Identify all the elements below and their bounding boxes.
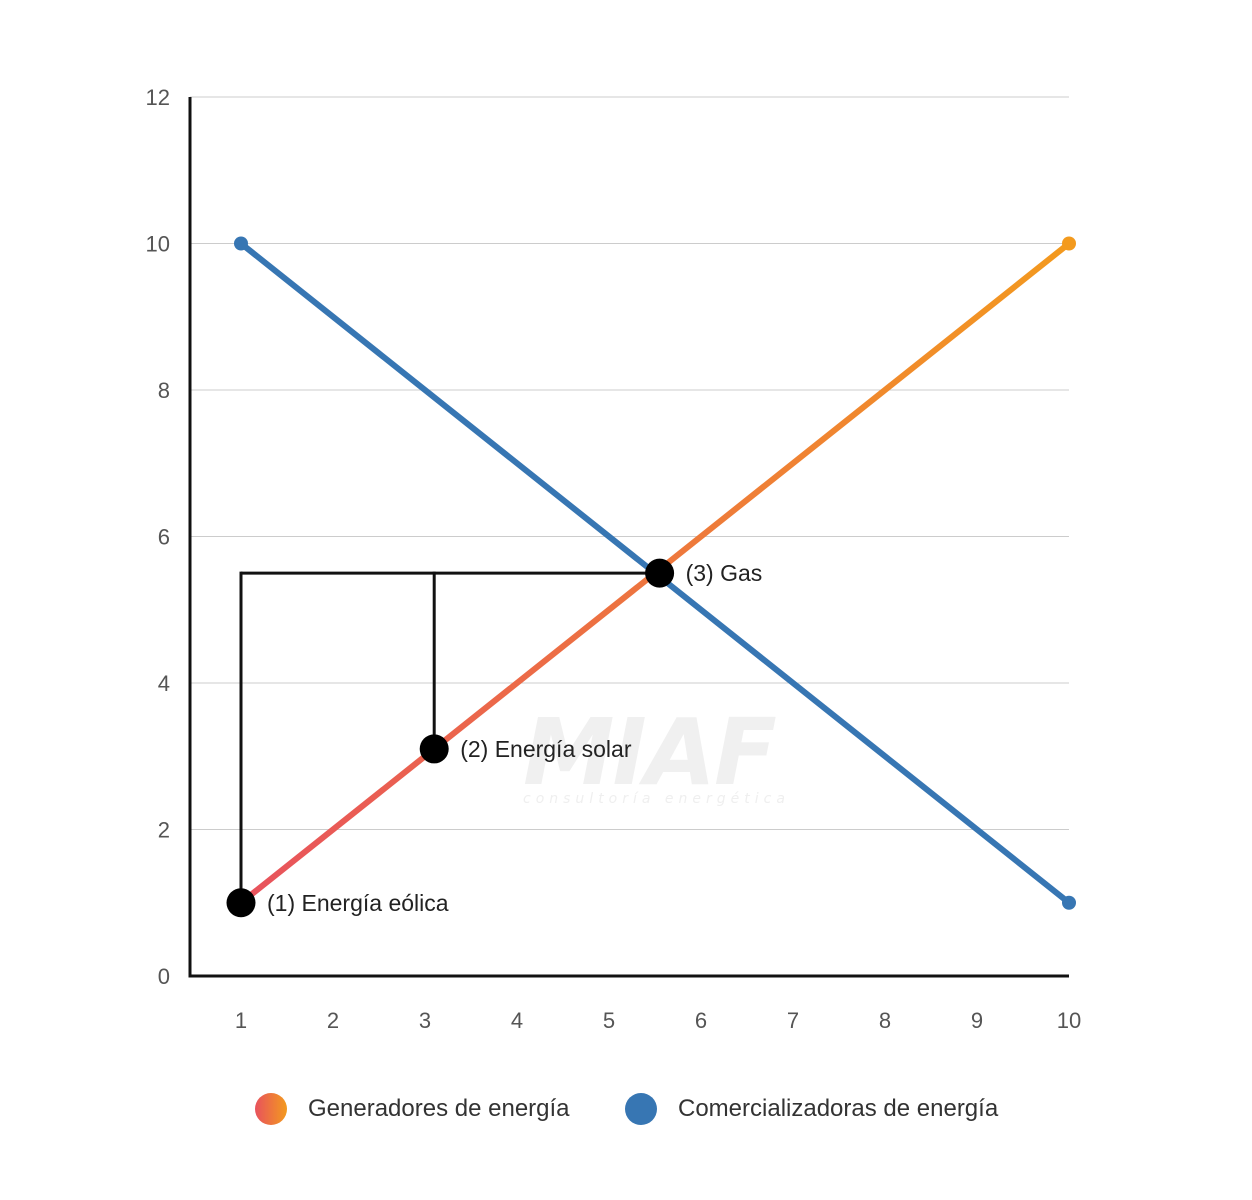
legend-label-generadores: Generadores de energía <box>308 1095 570 1122</box>
x-tick-label-1: 1 <box>235 1008 247 1033</box>
watermark: MIAF consultoría energética <box>523 699 790 807</box>
connector-lines <box>239 571 660 903</box>
annotation-label-eolica: (1) Energía eólica <box>267 890 449 916</box>
annotations: (1) Energía eólica (2) Energía solar (3) G… <box>226 558 763 918</box>
y-tick-label-0: 0 <box>158 964 170 989</box>
annotation-marker-eolica <box>226 888 256 918</box>
legend-swatch-generadores <box>255 1093 287 1125</box>
y-tick-label-4: 4 <box>158 671 170 696</box>
legend-item-generadores: Generadores de energía <box>255 1093 570 1125</box>
x-tick-label-10: 10 <box>1057 1008 1081 1033</box>
legend-item-comercializadoras: Comercializadoras de energía <box>625 1093 998 1125</box>
x-tick-label-8: 8 <box>879 1008 891 1033</box>
legend: Generadores de energía Comercializadoras… <box>0 1093 1252 1129</box>
x-tick-label-6: 6 <box>695 1008 707 1033</box>
y-tick-label-10: 10 <box>146 232 170 257</box>
annotation-marker-gas <box>645 558 675 588</box>
annotation-label-gas: (3) Gas <box>686 560 763 586</box>
x-tick-label-2: 2 <box>327 1008 339 1033</box>
y-tick-label-12: 12 <box>146 85 170 110</box>
series-endpoint-generadores-end <box>1062 236 1076 251</box>
series-endpoint-comercializadoras-start <box>234 236 248 251</box>
y-tick-label-8: 8 <box>158 378 170 403</box>
y-tick-label-6: 6 <box>158 525 170 550</box>
annotation-marker-solar <box>419 734 449 764</box>
x-tick-label-7: 7 <box>787 1008 799 1033</box>
series-endpoint-comercializadoras-end <box>1062 895 1076 910</box>
legend-swatch-comercializadoras <box>625 1093 657 1125</box>
axes <box>188 97 1069 978</box>
grid-lines <box>190 96 1069 830</box>
legend-label-comercializadoras: Comercializadoras de energía <box>678 1095 999 1122</box>
y-tick-label-2: 2 <box>158 818 170 843</box>
annotation-label-solar: (2) Energía solar <box>460 736 632 762</box>
watermark-subtitle: consultoría energética <box>523 791 790 807</box>
x-tick-label-5: 5 <box>603 1008 615 1033</box>
x-tick-label-9: 9 <box>971 1008 983 1033</box>
x-tick-label-4: 4 <box>511 1008 523 1033</box>
x-tick-label-3: 3 <box>419 1008 431 1033</box>
watermark-logo-text: MIAF <box>523 699 776 806</box>
